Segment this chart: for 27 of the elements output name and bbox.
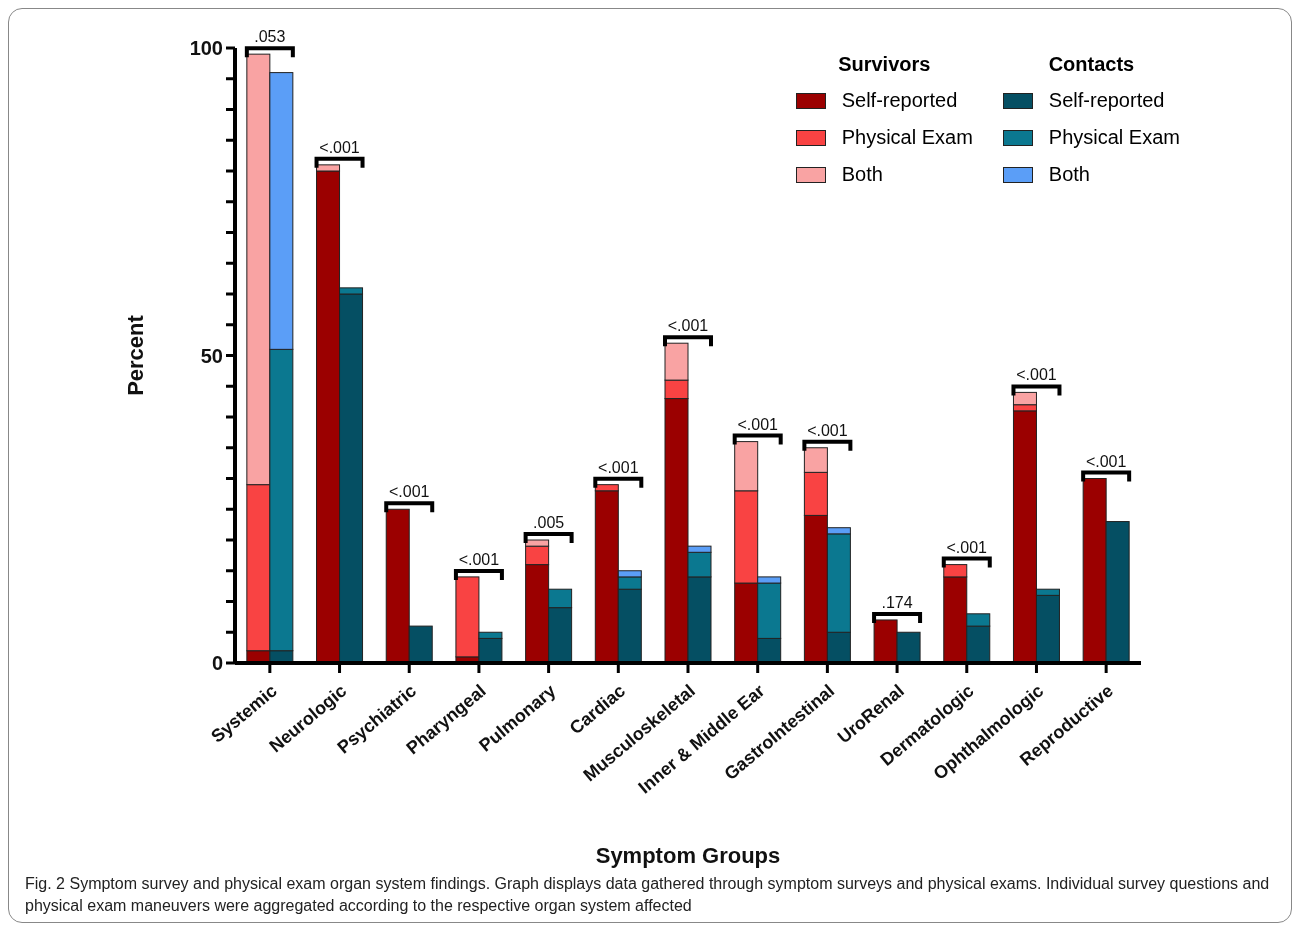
y-tick-label: 100 — [189, 37, 223, 59]
annotation: <.001 — [458, 550, 500, 568]
y-axis-title: Percent — [122, 314, 148, 396]
annotation: <.001 — [598, 458, 639, 476]
annotation: <.001 — [319, 138, 360, 156]
y-tick-label: 0 — [211, 652, 223, 674]
annotation: <.001 — [388, 483, 430, 501]
legend-label: Self-reported — [840, 88, 959, 113]
y-tick-label: 50 — [200, 344, 223, 367]
caption: Fig. 2 Symptom survey and physical exam organ system findings. Graph displays data gathered through symptom surveys and physical exams. Individual survey questions and physical exam maneuvers were aggregated according to the respective organ system affected — [24, 874, 1271, 916]
legend-label: Self-reported — [1047, 88, 1166, 113]
legend-label: Physical Exam — [840, 125, 973, 150]
annotation: <.001 — [737, 415, 779, 433]
legend-label: Both — [840, 162, 884, 187]
x-axis-title: Symptom Groups — [595, 843, 781, 868]
annotation: <.001 — [1016, 366, 1057, 384]
annotation: Contacts — [1047, 53, 1136, 76]
annotation: <.001 — [946, 538, 988, 556]
annotation: <.001 — [807, 421, 848, 439]
annotation: .005 — [533, 514, 565, 531]
annotation: .174 — [881, 593, 913, 611]
text: .053 — [254, 28, 286, 46]
legend-label: Physical Exam — [1047, 125, 1180, 150]
annotation: Survivors — [837, 53, 932, 76]
legend-label: Both — [1047, 162, 1091, 187]
annotation: <.001 — [667, 317, 709, 335]
annotation: <.001 — [1085, 452, 1127, 470]
